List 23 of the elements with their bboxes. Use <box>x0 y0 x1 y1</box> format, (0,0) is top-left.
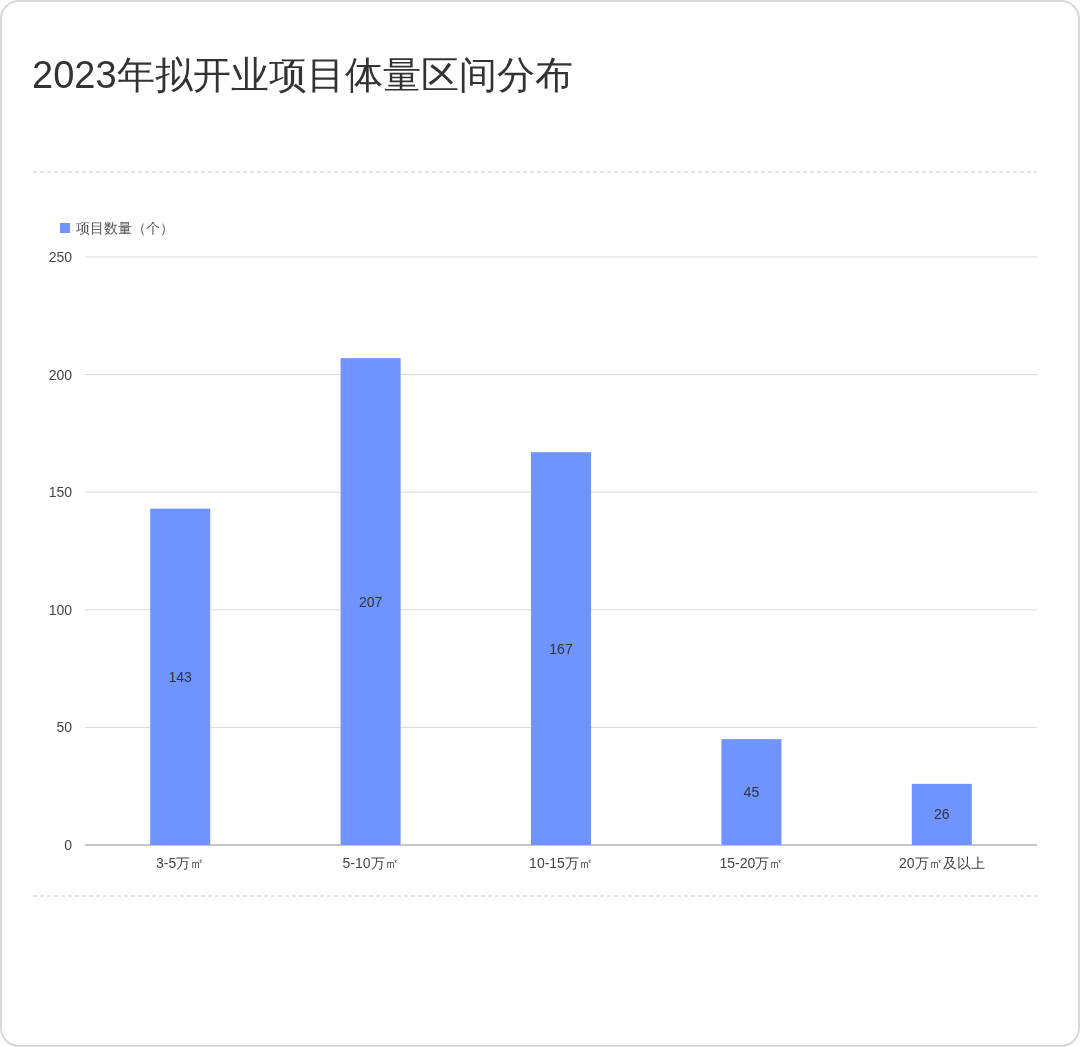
y-tick-label: 200 <box>48 366 73 383</box>
x-tick-label: 20万㎡及以上 <box>899 855 985 871</box>
x-tick-label: 3-5万㎡ <box>156 855 205 871</box>
data-label: 207 <box>358 593 383 610</box>
data-label: 167 <box>549 640 573 657</box>
data-label: 45 <box>743 784 760 801</box>
y-tick-label: 150 <box>48 484 73 501</box>
y-tick-label: 0 <box>64 837 73 853</box>
bar <box>911 783 972 845</box>
x-tick-label: 15-20万㎡ <box>719 855 784 871</box>
legend-label: 项目数量（个） <box>76 220 174 236</box>
x-tick-label: 10-15万㎡ <box>529 855 593 871</box>
x-tick-label: 5-10万㎡ <box>342 855 399 871</box>
bar <box>531 452 591 845</box>
y-tick-label: 250 <box>48 249 73 265</box>
bar <box>150 508 211 845</box>
y-tick-label: 100 <box>48 601 73 618</box>
chart-title: 2023年拟开业项目体量区间分布 <box>32 54 573 96</box>
data-label: 26 <box>934 806 950 823</box>
bar <box>340 358 401 845</box>
y-tick-label: 50 <box>56 719 73 736</box>
data-label: 143 <box>168 668 193 685</box>
bar <box>721 739 782 845</box>
